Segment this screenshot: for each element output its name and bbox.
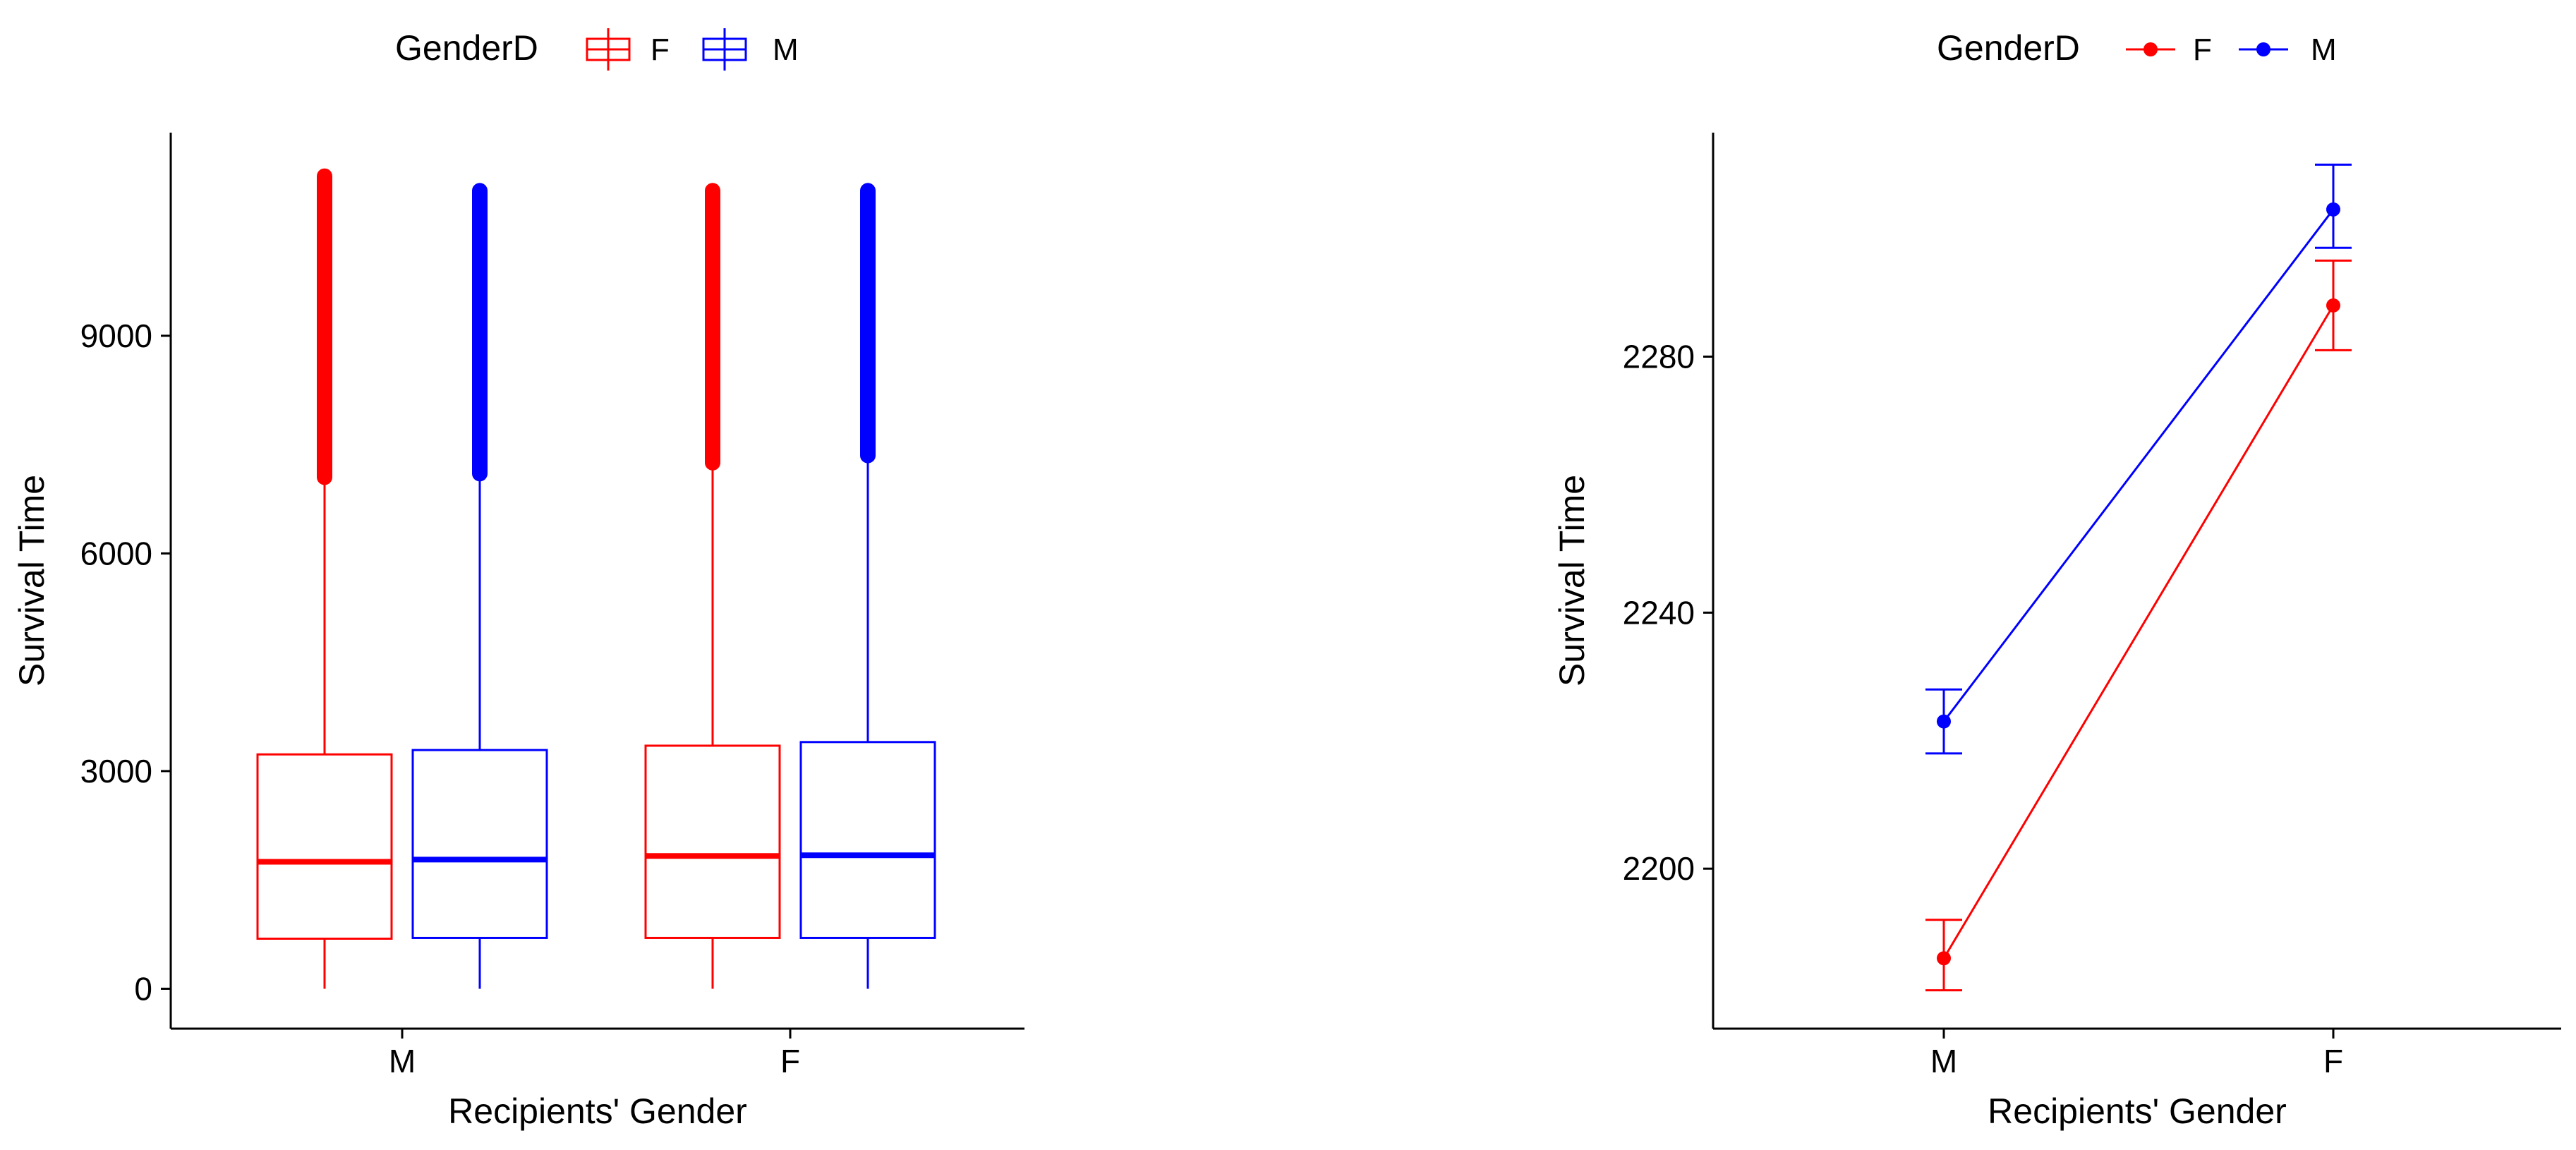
box-f-f — [644, 183, 781, 989]
boxplot-y-tick-label-1: 3000 — [80, 753, 152, 789]
box-legend-label-m: M — [773, 32, 799, 67]
line-y-axis-title: Survival Time — [1552, 475, 1592, 686]
line-legend-label-m: M — [2311, 32, 2337, 67]
line-y-tick-label-2: 2280 — [1623, 339, 1695, 375]
boxplot-y-ticks: 0 3000 6000 9000 — [80, 317, 171, 1007]
line-y-tick-label-0: 2200 — [1623, 850, 1695, 887]
box-body — [644, 744, 781, 939]
line-legend-key-f — [2126, 42, 2175, 56]
series-line — [1942, 305, 2335, 959]
line-legend-label-f: F — [2193, 32, 2212, 67]
line-y-tick-label-1: 2240 — [1623, 594, 1695, 631]
series-point — [1937, 951, 1951, 966]
box-f-m — [799, 183, 936, 989]
box-m-m — [411, 183, 548, 989]
series-point — [2326, 202, 2340, 217]
line-legend-key-m — [2239, 42, 2288, 56]
boxplot-y-tick-label-3: 9000 — [80, 317, 152, 354]
boxplot-boxes — [256, 168, 936, 989]
series-m — [1925, 163, 2352, 755]
boxplot-y-tick-label-0: 0 — [134, 970, 152, 1007]
line-y-ticks: 2200 2240 2280 — [1623, 339, 1713, 887]
line-legend: GenderD F M — [1937, 28, 2337, 68]
box-legend-title: GenderD — [395, 28, 538, 68]
line-series — [1925, 163, 2352, 992]
boxplot-y-tick-label-2: 6000 — [80, 535, 152, 571]
box-body — [411, 749, 548, 939]
line-x-tick-label-1: F — [2323, 1043, 2343, 1079]
series-point — [1937, 714, 1951, 729]
line-x-axis-title: Recipients' Gender — [1988, 1091, 2287, 1131]
box-body — [799, 741, 936, 939]
box-body — [256, 753, 393, 940]
box-legend-label-f: F — [651, 32, 670, 67]
series-f — [1925, 259, 2352, 992]
box-legend: GenderD F M — [395, 28, 799, 71]
boxplot-y-axis-title: Survival Time — [12, 475, 52, 686]
boxplot-x-tick-label-1: F — [780, 1043, 800, 1079]
line-x-tick-label-0: M — [1930, 1043, 1957, 1079]
box-m-f — [256, 168, 393, 989]
boxplot-x-tick-label-0: M — [389, 1043, 416, 1079]
box-legend-key-m — [702, 28, 747, 71]
box-legend-key-f — [586, 28, 631, 71]
boxplot-x-axis-title: Recipients' Gender — [448, 1091, 747, 1131]
series-line — [1942, 208, 2335, 722]
series-point — [2326, 298, 2340, 313]
line-legend-title: GenderD — [1937, 28, 2080, 68]
